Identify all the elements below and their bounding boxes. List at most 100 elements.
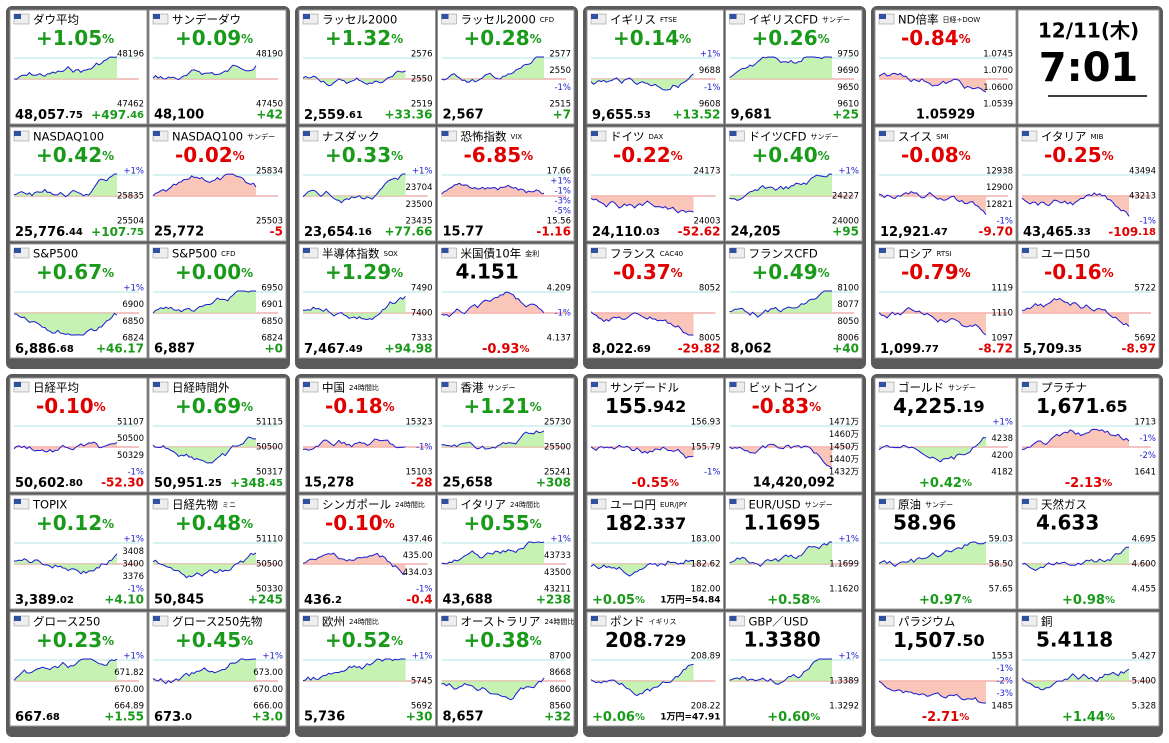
axis-label: 43733	[544, 551, 571, 561]
chart-area	[591, 73, 694, 90]
chart-line	[302, 70, 406, 87]
axis-label: -2%	[996, 677, 1013, 687]
axis-label: 1641	[1134, 468, 1156, 478]
chart-area	[441, 292, 544, 317]
headline: 155.942	[605, 394, 686, 418]
tile-sub: EUR/JPY	[660, 501, 688, 509]
tile-bg	[725, 243, 863, 359]
axis-label: 48190	[256, 50, 283, 60]
axis-label: +1%	[838, 535, 859, 545]
footer-price: 50,951.25	[154, 476, 222, 491]
axis-label: -3%	[554, 197, 571, 207]
chart-line	[1021, 546, 1129, 571]
tile-name: 米国債10年	[461, 247, 522, 261]
market-tile: 日経平均-0.10% 51107 50500 50329 -1% 50,602.80 -52…	[9, 377, 148, 493]
chart-line	[152, 290, 256, 314]
axis-label: 25835	[117, 192, 144, 202]
headline: +1.32%	[325, 26, 403, 50]
axis-label: +1%	[123, 652, 144, 662]
tile-bg	[586, 377, 724, 493]
axis-label: 50317	[256, 468, 283, 478]
chart-area	[441, 542, 544, 564]
flag-mark	[1022, 248, 1029, 253]
axis-label: 670.00	[253, 685, 283, 695]
axis-label: 50500	[256, 560, 283, 570]
chart-area	[303, 553, 406, 575]
flag-mark	[303, 14, 310, 19]
chart-area	[591, 445, 694, 459]
tile-name: プラチナ	[1041, 381, 1087, 395]
axis-label: 4.695	[1132, 535, 1156, 545]
chart-area	[14, 659, 117, 681]
axis-label: 25504	[117, 217, 144, 227]
footer-change: +308	[536, 476, 571, 490]
axis-label: +1%	[838, 167, 859, 177]
axis-label: 182.00	[691, 585, 721, 595]
tile-name: 欧州	[322, 615, 345, 629]
footer-change: -52.62	[678, 225, 721, 239]
tile-bg	[874, 377, 1017, 493]
chart-area	[729, 659, 832, 685]
axis-label: 17.66	[547, 167, 571, 177]
axis-label: 15.56	[547, 217, 571, 227]
flag-mark	[591, 14, 598, 19]
tile-group: 日経平均-0.10% 51107 50500 50329 -1% 50,602.80 -52…	[6, 374, 290, 737]
market-tile: ポンド イギリス 208.729 208.89 208.22 +0.06% 1万円=47.9…	[586, 611, 724, 727]
axis-label: 208.22	[691, 702, 721, 712]
tile-sub: SOX	[384, 250, 399, 258]
footer-price: 25,658	[443, 476, 493, 491]
axis-label: -1%	[554, 309, 571, 319]
footer-value: +0.98%	[1062, 593, 1115, 608]
axis-label: 8668	[549, 668, 571, 678]
footer-price: 43,688	[443, 593, 493, 608]
axis-label: 1.3389	[829, 677, 859, 687]
tile-sub: VIX	[511, 133, 523, 141]
flag-mark	[441, 382, 449, 387]
tile-bg	[9, 243, 148, 359]
axis-label: 6950	[261, 284, 283, 294]
market-tile: 米国債10年 金利 4.151 4.209 -1% 4.137 -0.93%	[437, 243, 575, 359]
market-tile: ドイツCFD サンデー +0.40% +1% 24227 24000 24,205 +95	[725, 126, 863, 242]
headline: +0.52%	[325, 628, 403, 652]
tile-group: ダウ平均+1.05%48196 47462 48,057.75 +497.46 サンデー…	[6, 6, 290, 369]
chart-area	[303, 296, 406, 320]
footer-change: +25	[832, 108, 859, 122]
axis-label: -1%	[996, 664, 1013, 674]
axis-label: 4200	[991, 451, 1013, 461]
flag-mark	[441, 616, 449, 621]
chart-line	[152, 552, 257, 579]
axis-label: 3376	[122, 572, 144, 582]
tile-bg	[437, 611, 575, 727]
axis-label: 47450	[256, 100, 283, 110]
market-tile: フランスCFD+0.49% 8100 8077 8050 8006 8,062 +40	[725, 243, 863, 359]
headline: +0.33%	[325, 143, 403, 167]
axis-label: 51107	[117, 418, 144, 428]
footer-change: +0	[265, 342, 283, 356]
chart-line	[302, 438, 406, 451]
axis-label: 7400	[411, 309, 433, 319]
axis-label: 437.46	[403, 535, 433, 545]
axis-label: 671.82	[114, 668, 144, 678]
flag-mark	[441, 499, 449, 504]
footer-price: 436.2	[304, 593, 342, 608]
footer-change: -8.97	[1121, 342, 1156, 356]
chart-area	[879, 307, 986, 335]
headline: 1.3380	[744, 628, 821, 652]
footer-price: 2,559.61	[304, 108, 363, 123]
axis-label: 7333	[411, 334, 433, 344]
footer-change: +40	[832, 342, 859, 356]
tile-sub: MIB	[1091, 133, 1104, 141]
chart-area	[1022, 429, 1129, 450]
market-tile: ゴールド サンデー 4,225.19 +1% 4238 4200 4182 +0.42%	[874, 377, 1017, 493]
axis-label: 6850	[261, 317, 283, 327]
chart-line	[441, 291, 545, 318]
chart-area	[1022, 192, 1129, 217]
footer-value: -2.71%	[922, 710, 970, 725]
headline: -0.10%	[36, 394, 106, 418]
chart-line	[441, 56, 544, 83]
axis-label: 208.89	[691, 652, 721, 662]
flag-mark	[303, 131, 310, 136]
tile-name: ND倍率	[898, 13, 938, 27]
axis-label: 5.328	[1132, 702, 1156, 712]
